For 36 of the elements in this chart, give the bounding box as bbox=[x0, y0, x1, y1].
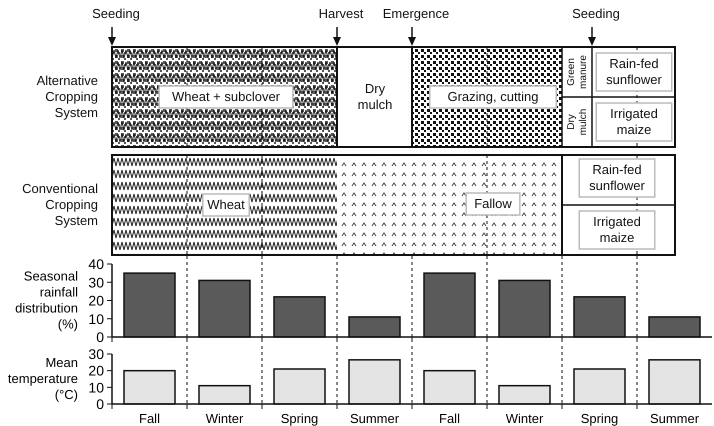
text: Irrigated maize bbox=[593, 214, 641, 245]
text: Fallow bbox=[474, 196, 512, 211]
y-tick-label: 10 bbox=[88, 310, 104, 327]
text: Dry mulch bbox=[566, 108, 589, 136]
y-tick-label: 0 bbox=[96, 396, 104, 412]
x-tick-label: Spring bbox=[280, 411, 318, 426]
x-tick-label: Fall bbox=[439, 411, 460, 426]
y-tick-label: 40 bbox=[88, 256, 104, 272]
x-tick-label: Summer bbox=[350, 411, 400, 426]
text: Irrigated maize bbox=[610, 106, 658, 137]
y-tick-label: 20 bbox=[88, 292, 104, 308]
text: Seeding bbox=[92, 6, 140, 21]
y-axis-title: Seasonal rainfall distribution (%) bbox=[15, 268, 78, 332]
x-tick-label: Fall bbox=[139, 411, 160, 426]
x-tick-label: Summer bbox=[650, 411, 700, 426]
text: Dry mulch bbox=[358, 81, 392, 112]
text: Alternative Cropping System bbox=[36, 73, 98, 120]
text: Emergence bbox=[382, 6, 450, 21]
text: Wheat + subclover bbox=[172, 89, 281, 104]
text: Seeding bbox=[572, 6, 620, 21]
text: Harvest bbox=[318, 6, 364, 21]
text: Grazing, cutting bbox=[447, 89, 539, 104]
text: Rain-fed sunflower bbox=[589, 162, 646, 193]
x-tick-label: Spring bbox=[580, 411, 618, 426]
y-tick-label: 30 bbox=[88, 274, 104, 290]
text: Conventional Cropping System bbox=[22, 181, 98, 228]
x-tick-label: Winter bbox=[206, 411, 244, 426]
x-tick-label: Winter bbox=[506, 411, 544, 426]
y-tick-label: 20 bbox=[88, 362, 104, 379]
text: Green manure bbox=[566, 54, 589, 89]
text: Rain-fed sunflower bbox=[606, 56, 662, 87]
text: Wheat bbox=[207, 197, 246, 212]
y-tick-label: 30 bbox=[88, 346, 104, 362]
y-tick-label: 0 bbox=[96, 329, 104, 345]
y-tick-label: 10 bbox=[88, 379, 104, 396]
y-axis-title: Mean temperature (°C) bbox=[8, 355, 78, 402]
